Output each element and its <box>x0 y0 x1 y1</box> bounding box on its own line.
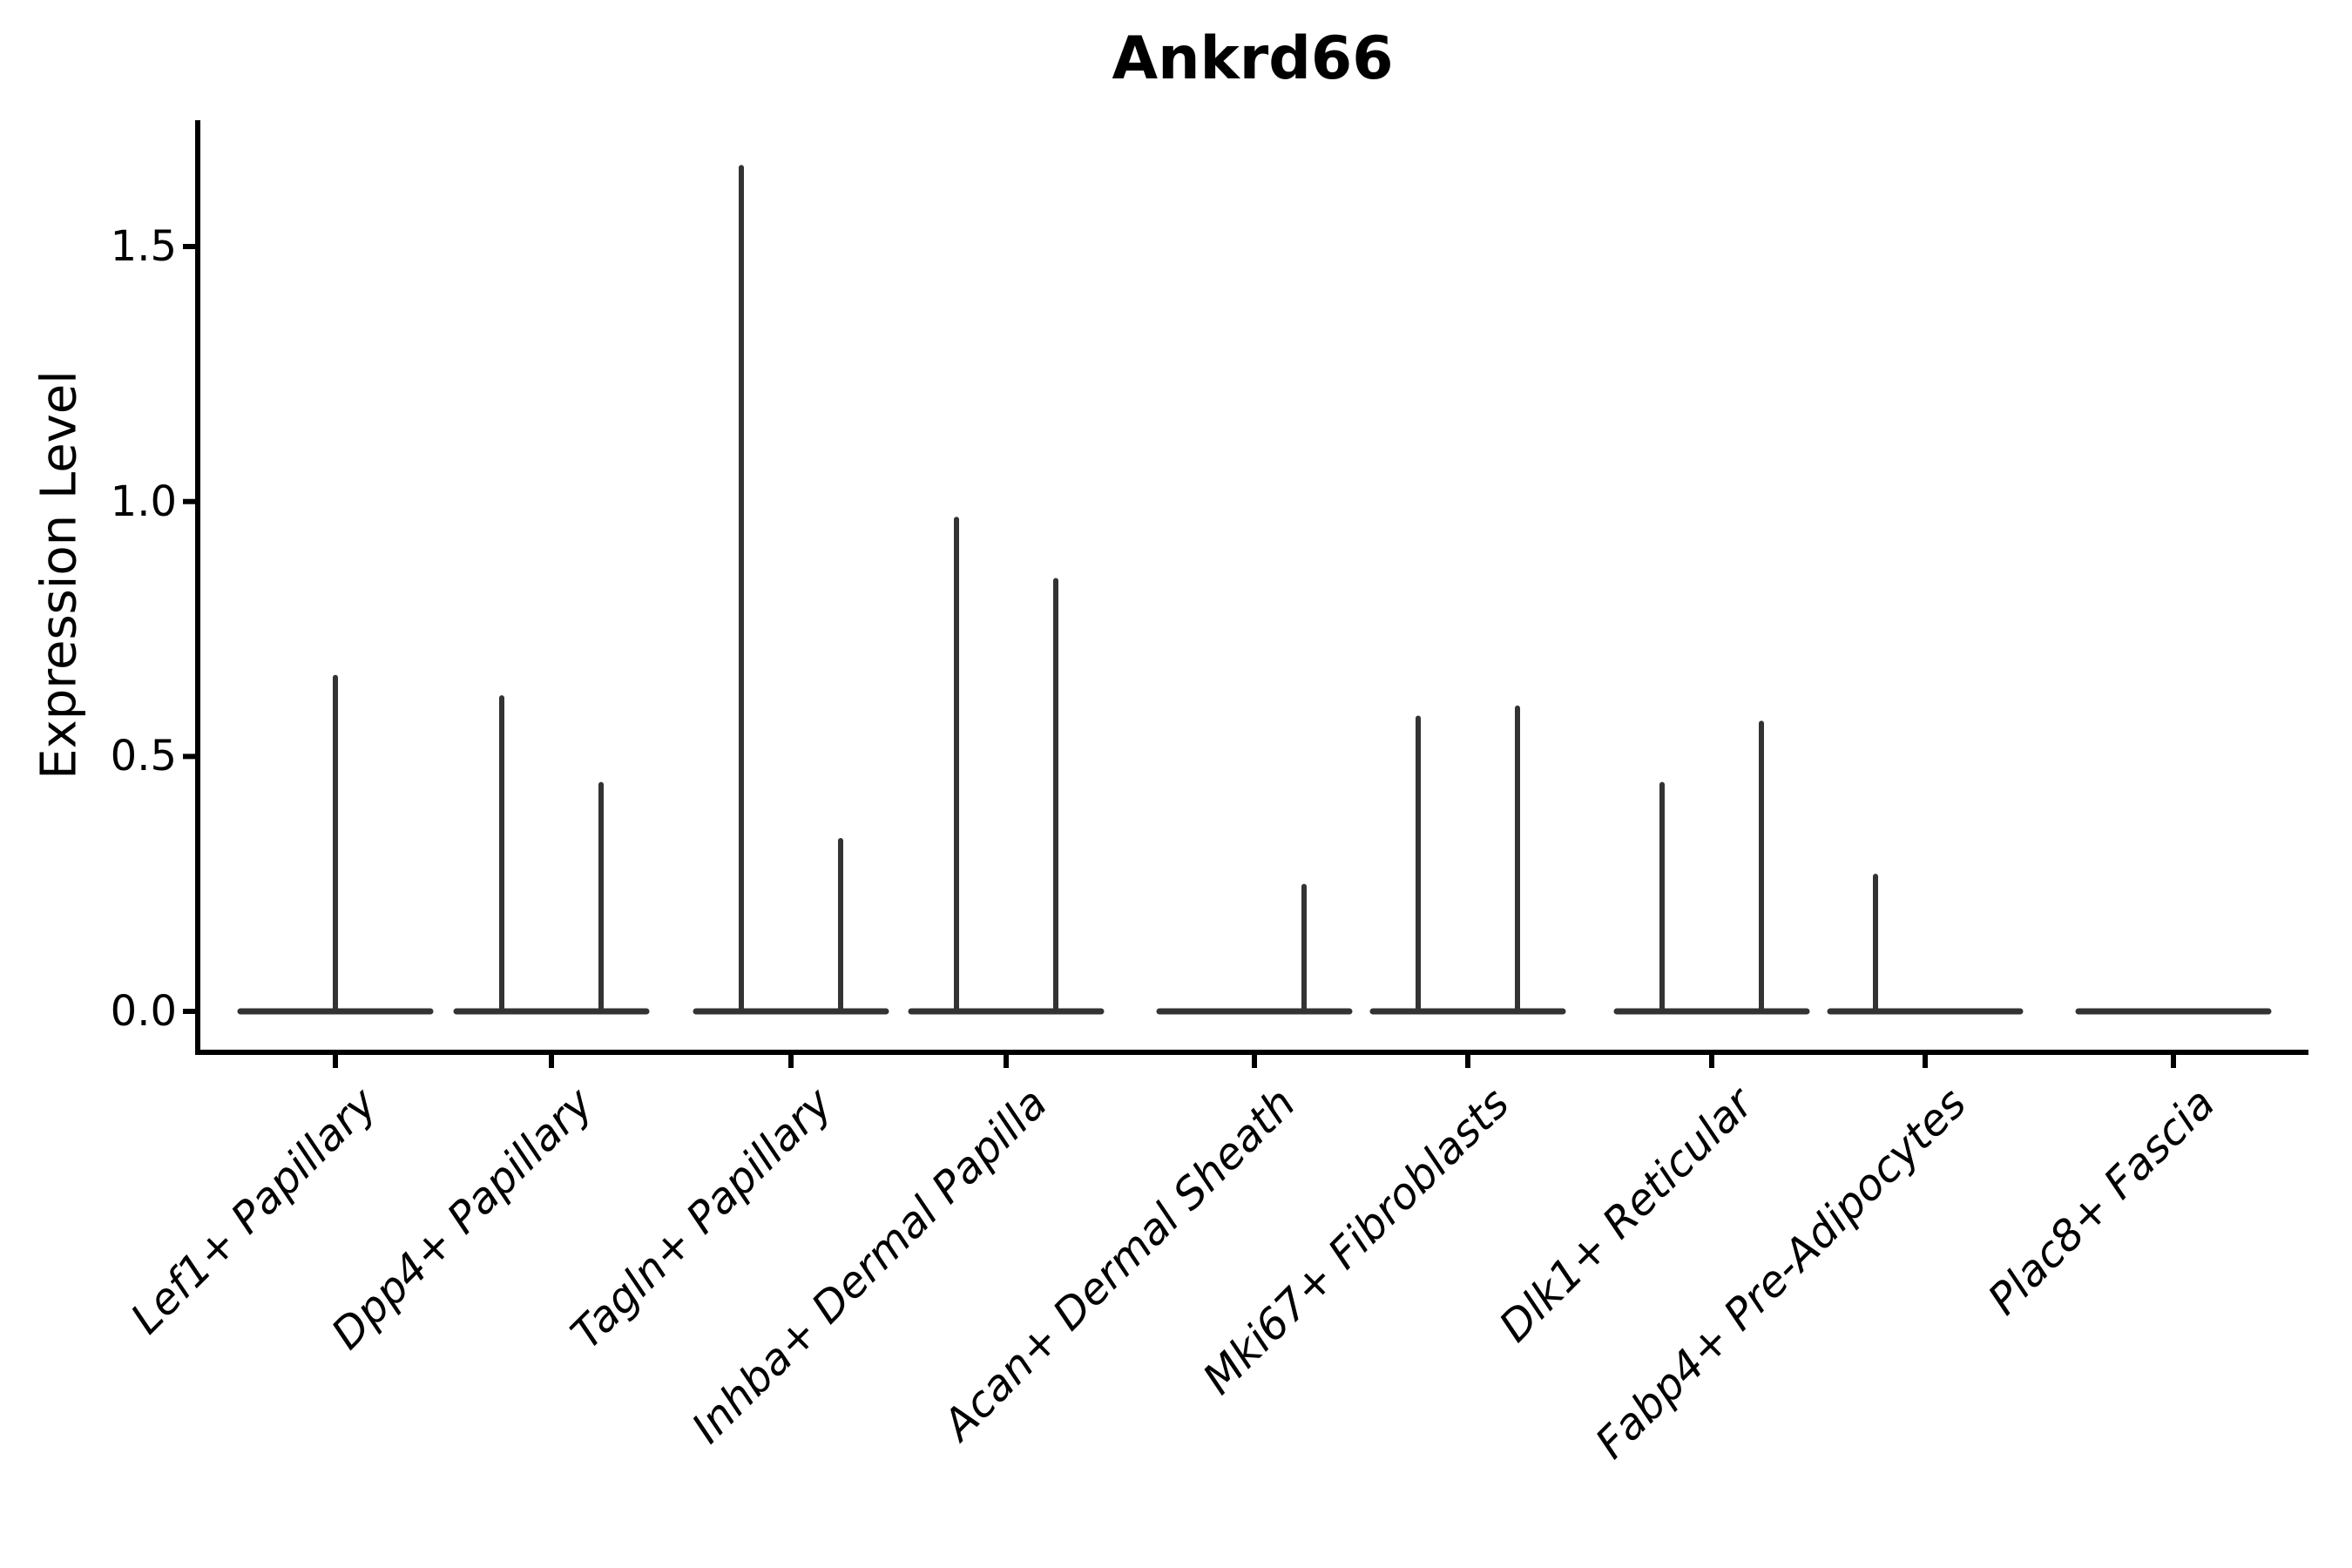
y-tick-label: 1.0 <box>110 476 177 526</box>
y-tick-label: 0.5 <box>110 732 177 781</box>
chart-title: Ankrd66 <box>1112 24 1394 93</box>
y-axis-title: Expression Level <box>30 370 88 780</box>
y-tick-label: 1.5 <box>110 222 177 272</box>
y-tick-label: 0.0 <box>110 987 177 1036</box>
